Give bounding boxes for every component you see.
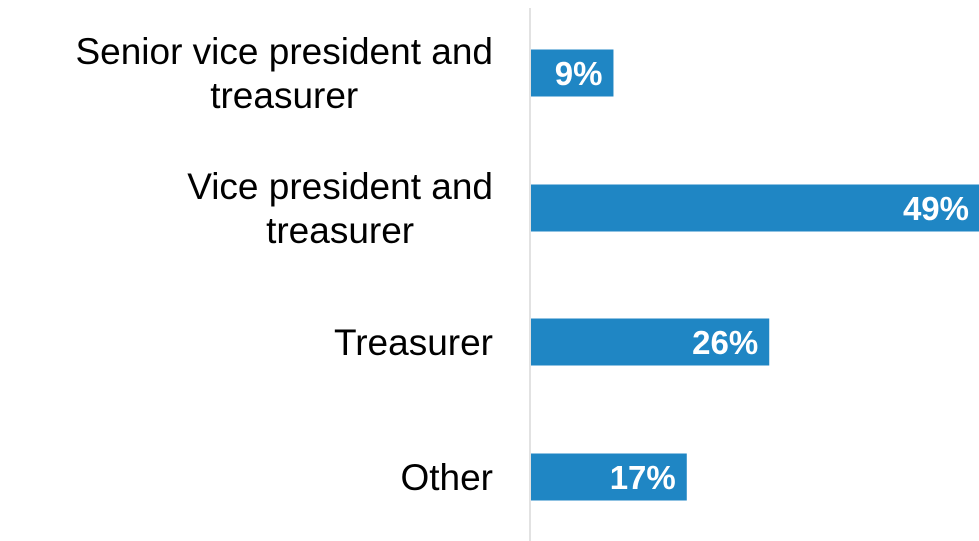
data-label-0: 9% (555, 55, 603, 92)
data-label-1: 49% (903, 190, 969, 227)
category-label-1: Vice president and treasurer (187, 166, 493, 251)
category-label-0: Senior vice president and treasurer (75, 31, 493, 116)
data-label-3: 17% (610, 459, 676, 496)
data-labels-group: 9% 49% 26% 17% (555, 55, 969, 496)
bar-0 (531, 49, 614, 97)
bar-3 (531, 453, 687, 501)
bar-1 (531, 184, 979, 232)
bars-group (531, 49, 979, 501)
category-labels-group: Senior vice president and treasurer Vice p… (75, 31, 493, 498)
category-label-2: Treasurer (334, 322, 493, 363)
bar-2 (531, 318, 770, 366)
data-label-2: 26% (692, 324, 758, 361)
category-label-3: Other (400, 457, 493, 498)
